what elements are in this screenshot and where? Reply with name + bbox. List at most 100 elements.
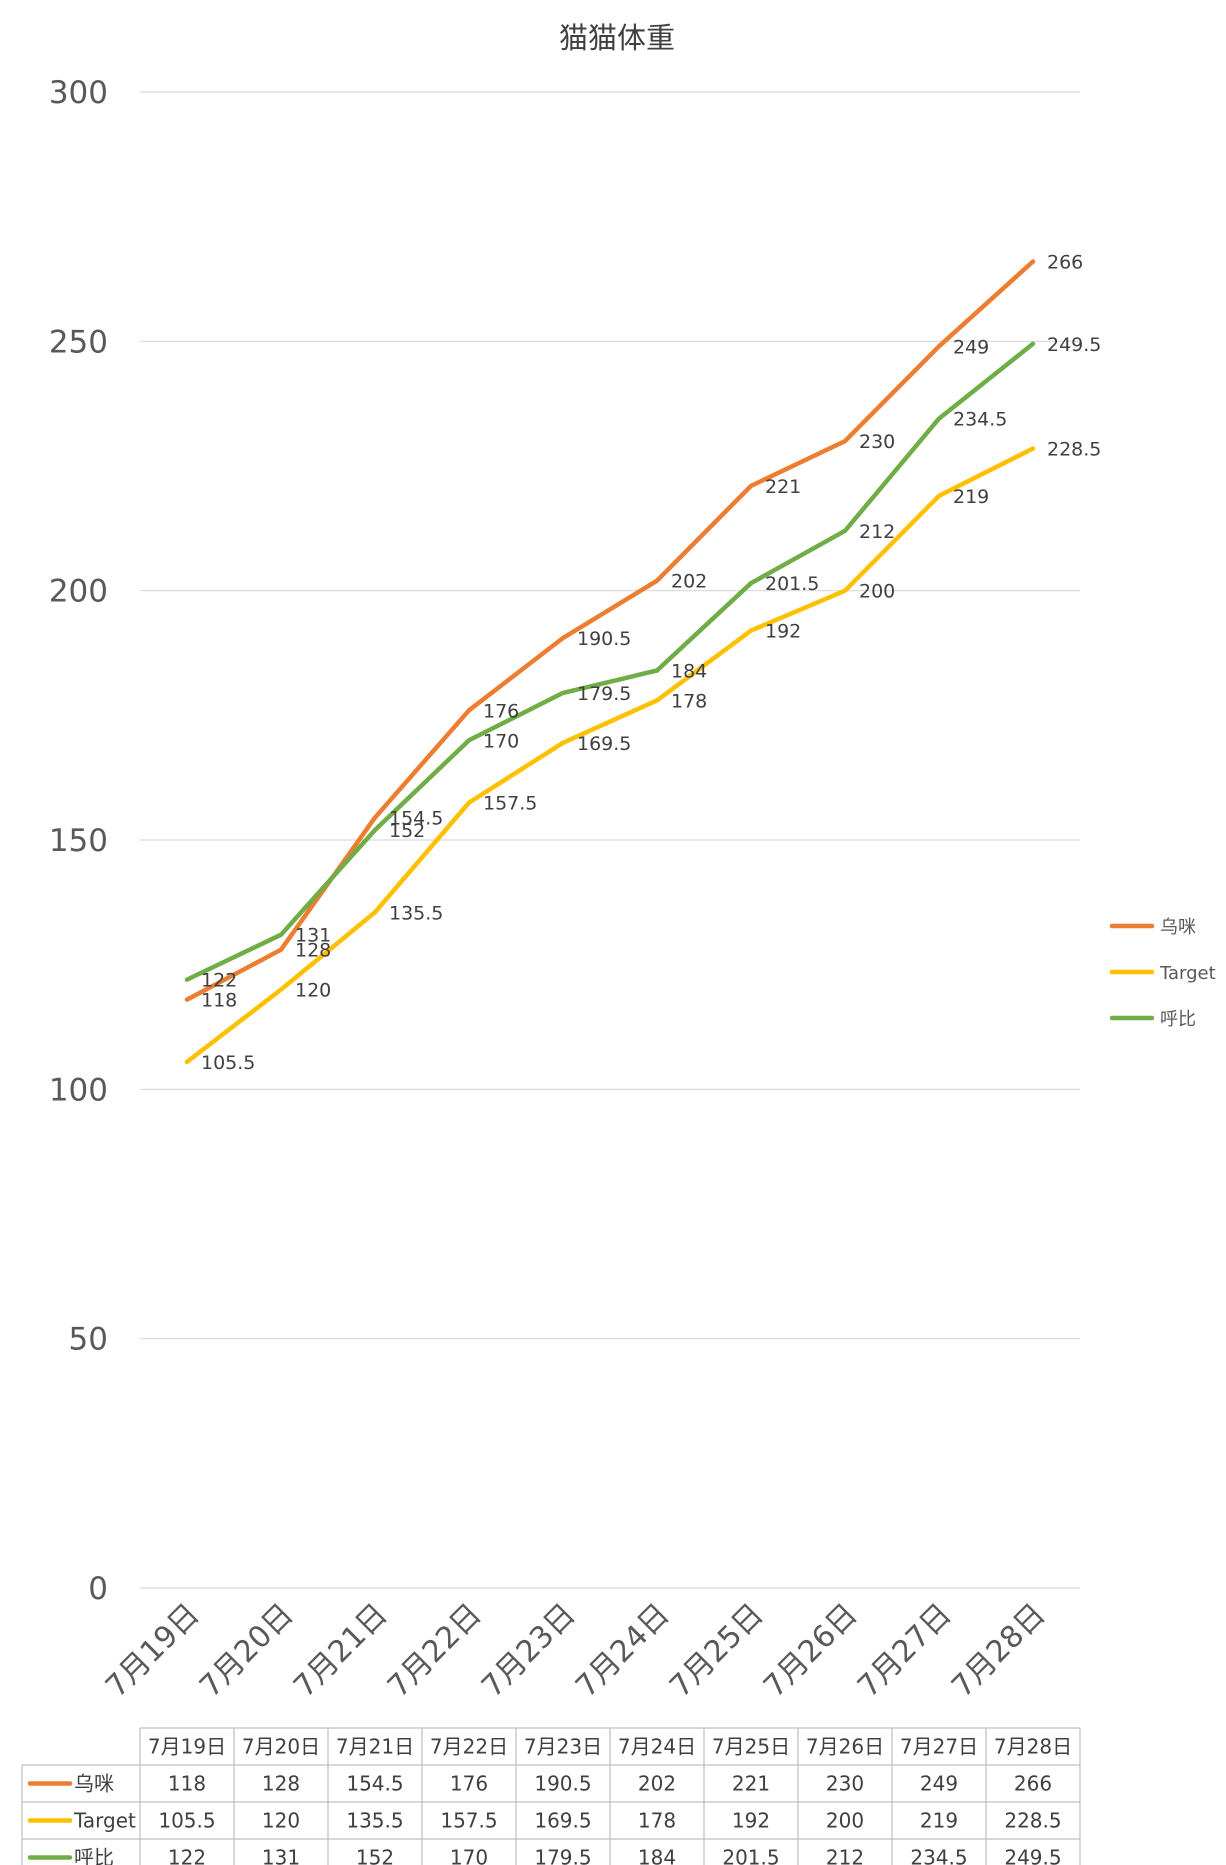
data-label: 249 — [953, 336, 989, 358]
table-cell: 230 — [826, 1772, 864, 1796]
plot-area — [184, 259, 1036, 1065]
legend: 乌咪 Target 呼比 — [1109, 917, 1216, 1030]
table-cell: 201.5 — [722, 1846, 779, 1865]
table-cell: 176 — [450, 1772, 488, 1796]
chart-title: 猫猫体重 — [559, 21, 675, 55]
x-tick-label: 7月19日 — [99, 1597, 207, 1705]
table-header-cell: 7月23日 — [524, 1735, 602, 1759]
legend-entry: 乌咪 — [1160, 917, 1196, 938]
table-cell: 170 — [450, 1846, 488, 1865]
series-line — [184, 446, 1036, 1065]
table-cell: 221 — [732, 1772, 770, 1796]
table-cell: 202 — [638, 1772, 676, 1796]
table-header-cell: 7月26日 — [806, 1735, 884, 1759]
data-label: 131 — [295, 925, 331, 947]
data-label: 249.5 — [1047, 334, 1101, 356]
x-axis: 7月19日7月20日7月21日7月22日7月23日7月24日7月25日7月26日… — [99, 1597, 1053, 1705]
data-label: 122 — [201, 970, 237, 992]
table-cell: 249.5 — [1004, 1846, 1061, 1865]
data-label: 184 — [671, 660, 707, 682]
table-header-cell: 7月22日 — [430, 1735, 508, 1759]
data-label: 178 — [671, 690, 707, 712]
table-cell: 128 — [262, 1772, 300, 1796]
table-cell: 118 — [168, 1772, 206, 1796]
y-tick-label: 300 — [49, 75, 108, 111]
data-label: 221 — [765, 476, 801, 498]
table-cell: 219 — [920, 1809, 958, 1833]
data-label: 152 — [389, 820, 425, 842]
table-header-cell: 7月20日 — [242, 1735, 320, 1759]
data-label: 266 — [1047, 252, 1083, 274]
table-cell: 131 — [262, 1846, 300, 1865]
y-tick-label: 200 — [49, 574, 108, 610]
table-row-label: 呼比 — [74, 1846, 114, 1865]
y-tick-label: 50 — [69, 1322, 108, 1358]
table-header-cell: 7月28日 — [994, 1735, 1072, 1759]
data-label: 190.5 — [577, 628, 631, 650]
table-header-cell: 7月27日 — [900, 1735, 978, 1759]
table-cell: 135.5 — [346, 1809, 403, 1833]
data-label: 230 — [859, 431, 895, 453]
table-row-label: Target — [73, 1809, 136, 1833]
x-tick-label: 7月25日 — [663, 1597, 771, 1705]
data-label: 202 — [671, 571, 707, 593]
x-tick-label: 7月23日 — [475, 1597, 583, 1705]
data-label: 105.5 — [201, 1052, 255, 1074]
table-cell: 152 — [356, 1846, 394, 1865]
table-cell: 178 — [638, 1809, 676, 1833]
table-header-cell: 7月19日 — [148, 1735, 226, 1759]
table-header-cell: 7月25日 — [712, 1735, 790, 1759]
table-cell: 169.5 — [534, 1809, 591, 1833]
table-cell: 192 — [732, 1809, 770, 1833]
table-cell: 179.5 — [534, 1846, 591, 1865]
table-cell: 190.5 — [534, 1772, 591, 1796]
y-tick-label: 0 — [88, 1571, 108, 1607]
data-label: 219 — [953, 486, 989, 508]
y-tick-label: 150 — [49, 823, 108, 859]
data-label: 201.5 — [765, 573, 819, 595]
data-label: 154.5 — [389, 808, 443, 830]
table-cell: 266 — [1014, 1772, 1052, 1796]
table-cell: 212 — [826, 1846, 864, 1865]
data-label: 169.5 — [577, 733, 631, 755]
data-label: 200 — [859, 581, 895, 603]
data-label: 234.5 — [953, 409, 1007, 431]
table-cell: 228.5 — [1004, 1809, 1061, 1833]
table-row-label: 乌咪 — [74, 1772, 114, 1796]
x-tick-label: 7月24日 — [569, 1597, 677, 1705]
table-header-cell: 7月21日 — [336, 1735, 414, 1759]
table-cell: 122 — [168, 1846, 206, 1865]
gridlines — [140, 91, 1080, 1589]
x-tick-label: 7月27日 — [851, 1597, 959, 1705]
y-axis: 0 50 100 150 200 250 300 — [49, 75, 108, 1607]
table-cell: 234.5 — [910, 1846, 967, 1865]
data-label: 170 — [483, 730, 519, 752]
x-tick-label: 7月20日 — [193, 1597, 301, 1705]
series-line — [184, 341, 1036, 982]
data-label: 179.5 — [577, 683, 631, 705]
y-tick-label: 100 — [49, 1072, 108, 1108]
table-cell: 184 — [638, 1846, 676, 1865]
x-tick-label: 7月26日 — [757, 1597, 865, 1705]
data-table: 7月19日 7月20日 7月21日 7月22日 7月23日 7月24日 7月25日 7月26日… — [21, 1727, 1081, 1865]
table-cell: 200 — [826, 1809, 864, 1833]
data-label: 212 — [859, 521, 895, 543]
table-cell: 249 — [920, 1772, 958, 1796]
data-label: 135.5 — [389, 902, 443, 924]
data-label: 157.5 — [483, 793, 537, 815]
table-cell: 120 — [262, 1809, 300, 1833]
data-label: 176 — [483, 700, 519, 722]
data-label: 120 — [295, 980, 331, 1002]
legend-entry: Target — [1159, 963, 1216, 984]
data-label: 118 — [201, 990, 237, 1012]
table-cell: 154.5 — [346, 1772, 403, 1796]
table-cell: 157.5 — [440, 1809, 497, 1833]
x-tick-label: 7月28日 — [945, 1597, 1053, 1705]
x-tick-label: 7月21日 — [287, 1597, 395, 1705]
legend-entry: 呼比 — [1160, 1009, 1196, 1030]
data-label: 128 — [295, 940, 331, 962]
y-tick-label: 250 — [49, 324, 108, 360]
data-label: 228.5 — [1047, 439, 1101, 461]
data-label: 192 — [765, 621, 801, 643]
